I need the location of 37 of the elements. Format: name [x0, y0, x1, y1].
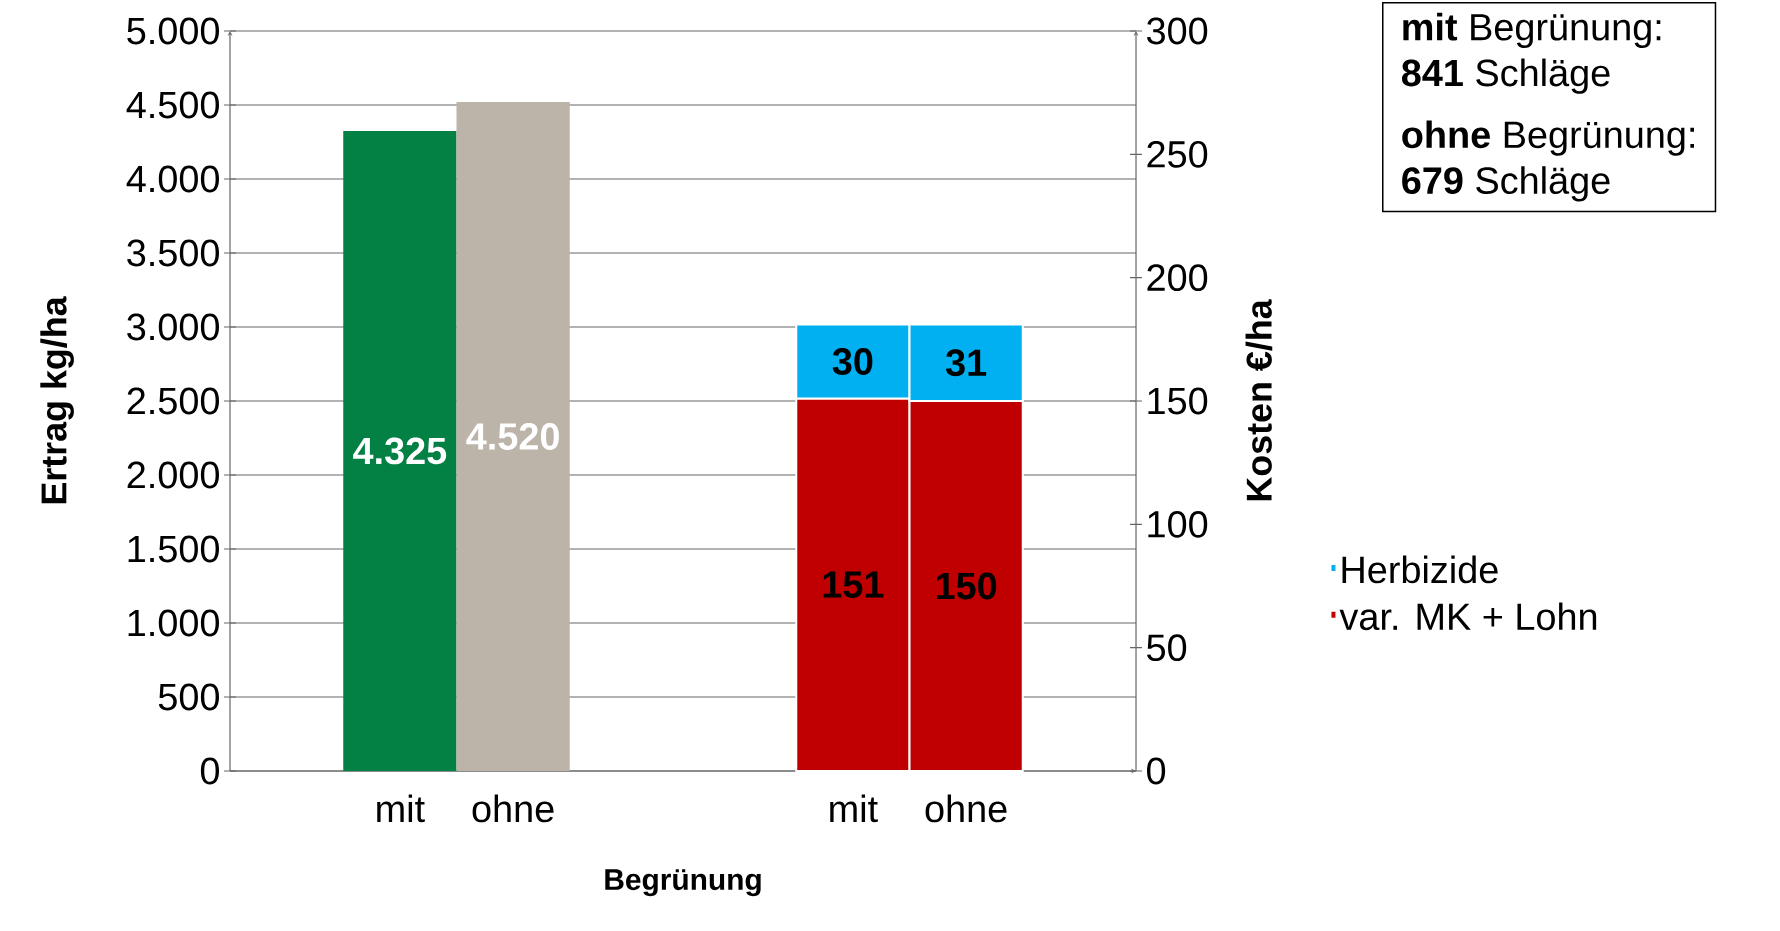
y-tick-label: 1.500 [128, 535, 219, 563]
data-label: 4.520 [466, 423, 559, 450]
y2-tick-label: 50 [1147, 634, 1187, 662]
data-label: 150 [936, 572, 997, 600]
y-tick-label: 0 [200, 757, 219, 785]
y2-tick-label: 100 [1148, 510, 1208, 538]
y-tick-label: 2.000 [127, 461, 219, 489]
y-tick-label: 5.000 [127, 17, 219, 45]
y-axis-title: Ertrag kg/ha [40, 296, 74, 504]
y2-axis-title: Kosten €/ha [1245, 299, 1273, 501]
x-tick-label: ohne [925, 794, 1007, 823]
y2-tick-label: 0 [1147, 757, 1166, 785]
legend-label: Herbizide [1342, 555, 1498, 584]
y-tick-label: 2.500 [127, 387, 219, 415]
y2-tick-label: 200 [1147, 264, 1208, 292]
data-label: 151 [823, 571, 884, 598]
y-tick-label: 3.000 [127, 313, 219, 341]
x-axis-title: Begrünung [605, 869, 761, 897]
y-tick-label: 4.500 [126, 91, 219, 119]
x-tick-label: mit [377, 794, 425, 823]
y2-tick-label: 250 [1147, 140, 1208, 168]
x-tick-label: ohne [472, 794, 554, 823]
text: 679 Schläge [1402, 166, 1610, 202]
text: mit Begrünung: [1403, 12, 1661, 49]
legend-label: var. MK + Lohn [1339, 602, 1597, 631]
y-tick-label: 500 [158, 683, 219, 711]
y2-tick-label: 150 [1148, 387, 1208, 415]
data-label: 31 [945, 349, 987, 377]
text: 841 Schläge [1401, 58, 1610, 94]
data-label: 4.325 [353, 437, 447, 465]
y2-tick-label: 300 [1146, 17, 1208, 45]
y-tick-label: 1.000 [128, 609, 219, 637]
y-tick-label: 3.500 [127, 239, 219, 267]
y-tick-label: 4.000 [126, 165, 219, 193]
text: ohne Begrünung: [1402, 120, 1694, 156]
data-label: 30 [832, 348, 873, 375]
x-tick-label: mit [830, 794, 878, 823]
